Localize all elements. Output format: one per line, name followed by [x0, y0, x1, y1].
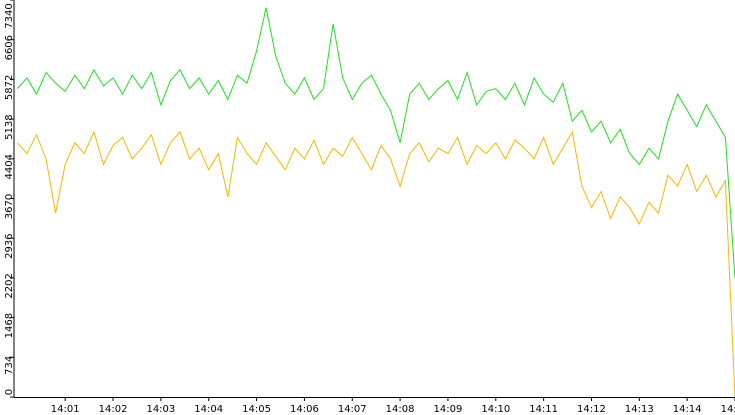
x-tick-label: 14:11 [529, 404, 558, 415]
series-line [16, 7, 735, 279]
x-tick-label: 14:01 [51, 404, 80, 415]
y-tick-label: 5138 [4, 114, 15, 139]
y-tick-label: 0 [4, 389, 15, 395]
y-tick-label: 5872 [4, 75, 15, 100]
y-tick-label: 3670 [4, 194, 15, 219]
y-tick-label: 734 [4, 356, 15, 375]
x-tick-label: 14:10 [481, 404, 510, 415]
series-line [16, 130, 735, 398]
x-tick-label: 14:04 [194, 404, 223, 415]
x-tick-label: 14:05 [242, 404, 271, 415]
y-tick-label: 6606 [4, 35, 15, 60]
x-tick-label: 14:09 [434, 404, 463, 415]
x-tick-label: 14:02 [99, 404, 128, 415]
x-tick-label: 14:14 [673, 404, 702, 415]
y-tick-label: 1468 [4, 313, 15, 338]
y-tick-label: 4404 [4, 154, 15, 179]
x-tick-label: 14:08 [386, 404, 415, 415]
y-tick-label: 2936 [4, 233, 15, 258]
y-tick-label: 2202 [4, 273, 15, 298]
x-tick-label: 14:07 [338, 404, 367, 415]
x-tick-label: 14:03 [146, 404, 175, 415]
y-tick-label: 7340 [4, 3, 15, 28]
x-tick-label: 14:12 [577, 404, 606, 415]
x-tick-label: 14:15 [721, 404, 735, 415]
x-tick-label: 14:13 [625, 404, 654, 415]
x-tick-label: 14:06 [290, 404, 319, 415]
